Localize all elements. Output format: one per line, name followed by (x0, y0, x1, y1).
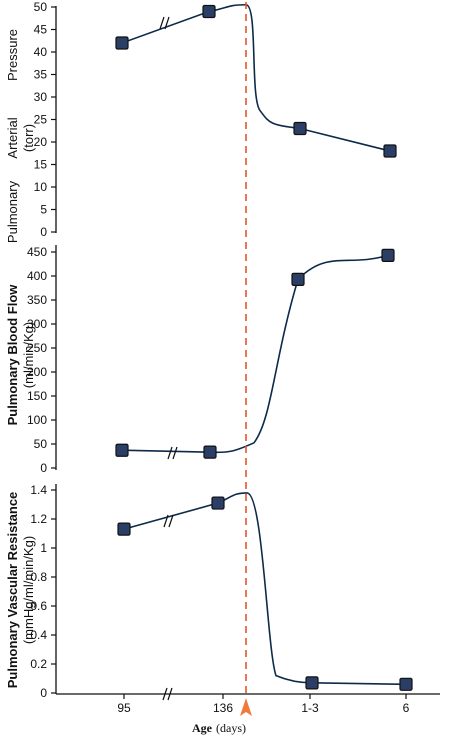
x-axis-title: Age (days) (192, 721, 246, 735)
data-point-136 (202, 4, 216, 19)
y-tick-label: 350 (27, 293, 47, 307)
y-tick-label: 0.2 (30, 657, 47, 671)
data-point-95 (115, 36, 129, 50)
data-point-6 (383, 144, 397, 158)
x-tick-label: 136 (213, 701, 233, 715)
y-axis-label-line-blood-flow: Pulmonary Blood Flow (5, 284, 20, 426)
y-axis-label-line-torr: (torr) (21, 124, 36, 152)
y-tick-label: 300 (27, 317, 47, 331)
y-tick-label: 0.4 (30, 628, 47, 642)
y-tick-label: 20 (34, 135, 48, 149)
axis-break-icon (167, 446, 178, 460)
data-point-1-3 (291, 272, 305, 286)
axis-break-icon (163, 514, 174, 528)
x-tick-label: 1-3 (301, 701, 319, 715)
y-tick-label: 5 (40, 203, 47, 217)
series-curve (121, 254, 389, 454)
y-tick-label: 30 (34, 90, 48, 104)
y-tick-label: 0 (40, 461, 47, 475)
y-axis-label-line-resistance-units: (mmHg/ml/min/Kg) (21, 536, 36, 644)
y-tick-label: 450 (27, 245, 47, 259)
series-markers (115, 4, 397, 158)
x-axis-title-age: Age (192, 721, 213, 735)
y-axis-label-resistance: Pulmonary Vascular Resistance (mmHg/ml/m… (5, 492, 36, 689)
y-tick-label: 45 (34, 23, 48, 37)
y-tick-label: 40 (34, 45, 48, 59)
y-axis-label-line-resistance: Pulmonary Vascular Resistance (5, 492, 20, 689)
y-tick-label: 35 (34, 68, 48, 82)
panel-blood-flow: Pulmonary Blood Flow (ml/min/Kg) 0 50 100 1… (5, 245, 395, 475)
y-axis-ticks: 0 0.2 0.4 0.6 0.8 1 1.2 1.4 (30, 483, 56, 700)
y-axis-label-flow: Pulmonary Blood Flow (ml/min/Kg) (5, 284, 36, 426)
y-tick-label: 100 (27, 413, 47, 427)
x-axis-break-icon (162, 687, 173, 701)
y-axis-label-line-arterial: Arterial (5, 117, 20, 158)
x-tick-label: 6 (403, 701, 410, 715)
data-point-6 (399, 677, 413, 691)
data-point-95 (115, 443, 129, 457)
y-tick-label: 250 (27, 341, 47, 355)
y-axis-label-line-pressure: Pressure (5, 29, 20, 81)
y-tick-label: 0 (40, 225, 47, 239)
y-tick-label: 0.8 (30, 570, 47, 584)
y-axis-label-pressure: Pulmonary Arterial (torr) Pressure (5, 29, 36, 243)
panel-pressure: Pulmonary Arterial (torr) Pressure 0 5 10 1… (5, 0, 397, 243)
y-tick-label: 0.6 (30, 599, 47, 613)
series-markers (117, 496, 413, 691)
y-tick-label: 0 (40, 686, 47, 700)
y-tick-label: 200 (27, 365, 47, 379)
y-axis-label-line-pulmonary: Pulmonary (5, 180, 20, 243)
data-point-136 (211, 496, 225, 510)
y-tick-label: 10 (34, 180, 48, 194)
data-point-136 (203, 445, 217, 459)
data-point-95 (117, 522, 131, 536)
y-tick-label: 1 (40, 541, 47, 555)
y-tick-label: 400 (27, 269, 47, 283)
x-axis-title-days: (days) (216, 721, 246, 735)
y-axis-ticks: 0 50 100 150 200 250 300 350 400 450 (27, 245, 56, 475)
y-axis-label-line-flow-units: (ml/min/Kg) (21, 322, 36, 388)
y-axis-ticks: 0 5 10 15 20 25 30 35 40 45 50 (34, 0, 56, 239)
y-tick-label: 15 (34, 158, 48, 172)
y-tick-label: 25 (34, 113, 48, 127)
axis-break-icon (159, 16, 170, 30)
y-tick-label: 50 (34, 0, 48, 14)
y-tick-label: 150 (27, 389, 47, 403)
y-tick-label: 50 (34, 437, 48, 451)
data-point-1-3 (305, 676, 319, 690)
birth-arrow-icon (240, 698, 252, 716)
data-point-6 (381, 248, 395, 262)
x-axis-ticks: 95 136 1-3 6 (117, 694, 410, 715)
series-curve (121, 3, 391, 152)
y-tick-label: 1.2 (30, 512, 47, 526)
panel-resistance: Pulmonary Vascular Resistance (mmHg/ml/m… (5, 483, 440, 701)
series-markers (115, 248, 395, 459)
y-tick-label: 1.4 (30, 483, 47, 497)
x-tick-label: 95 (117, 701, 131, 715)
data-point-1-3 (293, 121, 307, 136)
series-curve (123, 492, 407, 686)
